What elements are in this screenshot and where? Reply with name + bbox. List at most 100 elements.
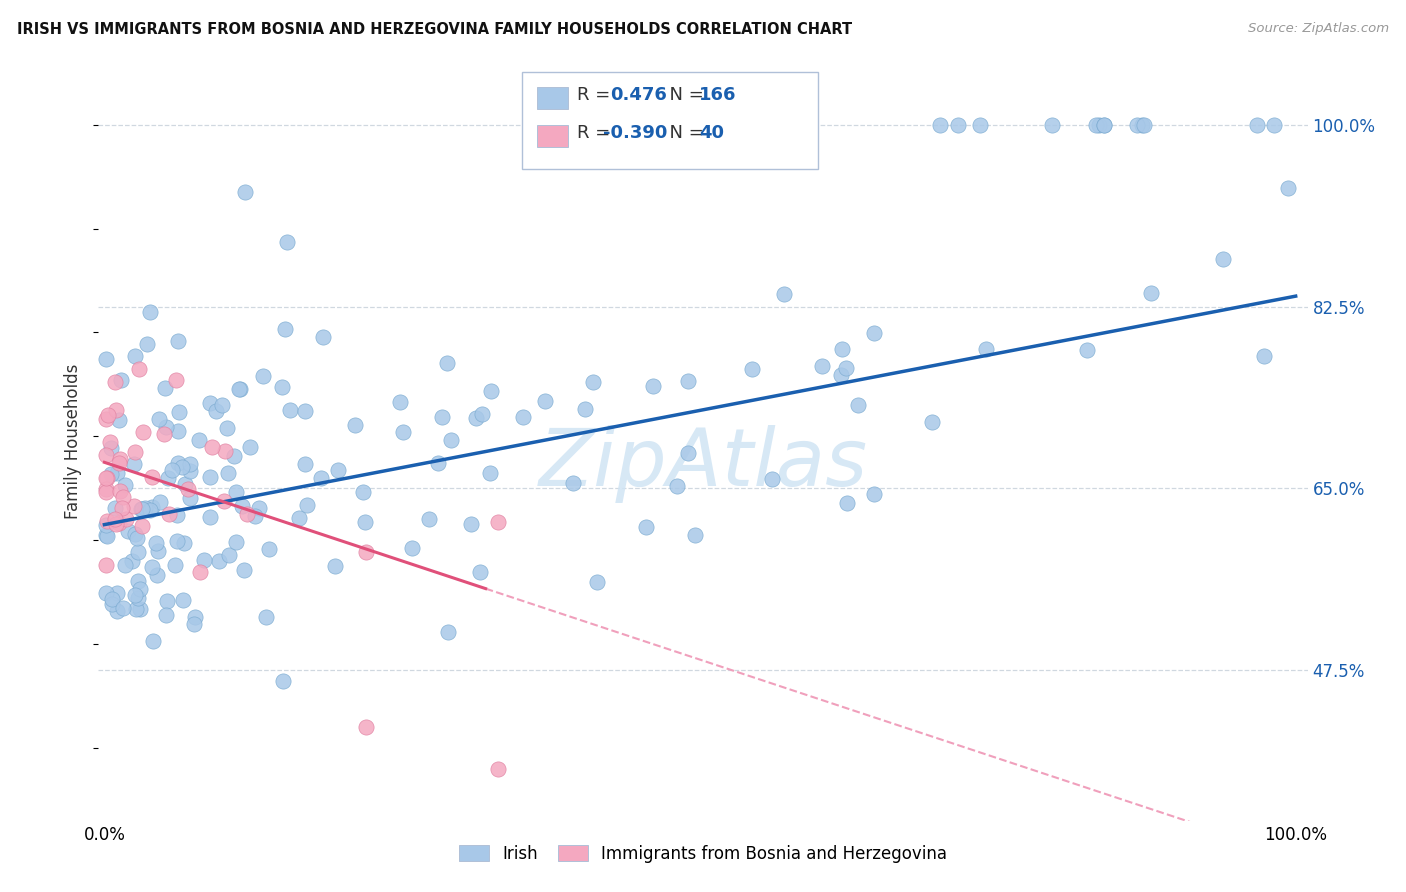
Point <box>166 533 188 548</box>
Point <box>1130 118 1153 132</box>
Point <box>297 498 319 512</box>
Point <box>146 567 169 582</box>
Point <box>165 373 187 387</box>
Point <box>683 528 706 542</box>
Point <box>278 403 301 417</box>
Point <box>862 487 884 501</box>
Point <box>229 382 252 396</box>
Point <box>1277 181 1299 195</box>
Point <box>105 604 128 618</box>
Point <box>1040 118 1063 132</box>
Point <box>214 444 236 458</box>
Point <box>636 520 658 534</box>
Point <box>94 351 117 366</box>
Point <box>124 445 146 459</box>
Point <box>115 512 138 526</box>
Point <box>108 457 131 471</box>
Point <box>149 495 172 509</box>
Text: -0.390: -0.390 <box>603 124 666 142</box>
Point <box>145 536 167 550</box>
Point <box>105 403 128 417</box>
Point <box>167 456 190 470</box>
Point <box>96 528 118 542</box>
Point <box>111 601 134 615</box>
Point <box>163 558 186 572</box>
Point <box>254 609 277 624</box>
Point <box>323 559 346 574</box>
Point <box>211 398 233 412</box>
Point <box>929 118 952 132</box>
Point <box>100 597 122 611</box>
Point <box>141 559 163 574</box>
Point <box>134 501 156 516</box>
Point <box>124 349 146 363</box>
Point <box>94 558 117 572</box>
Point <box>835 361 858 376</box>
Point <box>179 491 201 505</box>
Point <box>239 440 262 454</box>
Point <box>179 457 201 471</box>
Point <box>100 434 122 449</box>
Point <box>141 470 163 484</box>
Point <box>1125 118 1147 132</box>
Point <box>124 588 146 602</box>
Point <box>141 500 163 515</box>
Point <box>478 466 501 480</box>
Point <box>218 548 240 562</box>
Point <box>148 544 170 558</box>
Point <box>153 426 176 441</box>
Point <box>273 674 295 689</box>
Bar <box>537 87 568 110</box>
Text: Source: ZipAtlas.com: Source: ZipAtlas.com <box>1249 22 1389 36</box>
Y-axis label: Family Households: Family Households <box>65 364 83 519</box>
Point <box>243 509 266 524</box>
Point <box>104 512 127 526</box>
Point <box>183 617 205 632</box>
Point <box>233 563 256 577</box>
Point <box>157 507 180 521</box>
Point <box>1253 349 1275 363</box>
Point <box>1088 118 1111 132</box>
Point <box>96 529 118 543</box>
Point <box>418 512 440 526</box>
Point <box>100 441 122 455</box>
Point <box>131 502 153 516</box>
Point <box>356 720 378 734</box>
Point <box>468 565 491 579</box>
Point <box>94 471 117 485</box>
Point <box>125 601 148 615</box>
Text: 0.476: 0.476 <box>610 86 666 104</box>
Point <box>122 458 145 472</box>
Point <box>131 425 153 439</box>
Point <box>193 553 215 567</box>
Point <box>666 479 689 493</box>
Point <box>312 330 335 344</box>
Point <box>112 490 135 504</box>
Point <box>127 545 149 559</box>
Point <box>94 412 117 426</box>
Point <box>217 466 239 480</box>
Point <box>166 334 188 349</box>
Point <box>187 433 209 447</box>
Point <box>166 508 188 522</box>
Point <box>440 433 463 447</box>
Point <box>231 500 253 514</box>
Point <box>94 518 117 533</box>
Point <box>108 483 131 498</box>
Point <box>170 459 193 474</box>
Point <box>574 402 596 417</box>
Point <box>107 516 129 530</box>
Point <box>460 517 482 532</box>
Point <box>205 404 228 418</box>
Point <box>156 594 179 608</box>
Point <box>208 554 231 568</box>
Point <box>969 118 991 132</box>
Text: N =: N = <box>658 86 710 104</box>
Point <box>236 507 259 521</box>
Point <box>643 379 665 393</box>
Point <box>153 382 176 396</box>
Point <box>139 503 162 517</box>
Point <box>1246 118 1268 132</box>
Point <box>155 419 177 434</box>
Text: R =: R = <box>578 124 616 142</box>
